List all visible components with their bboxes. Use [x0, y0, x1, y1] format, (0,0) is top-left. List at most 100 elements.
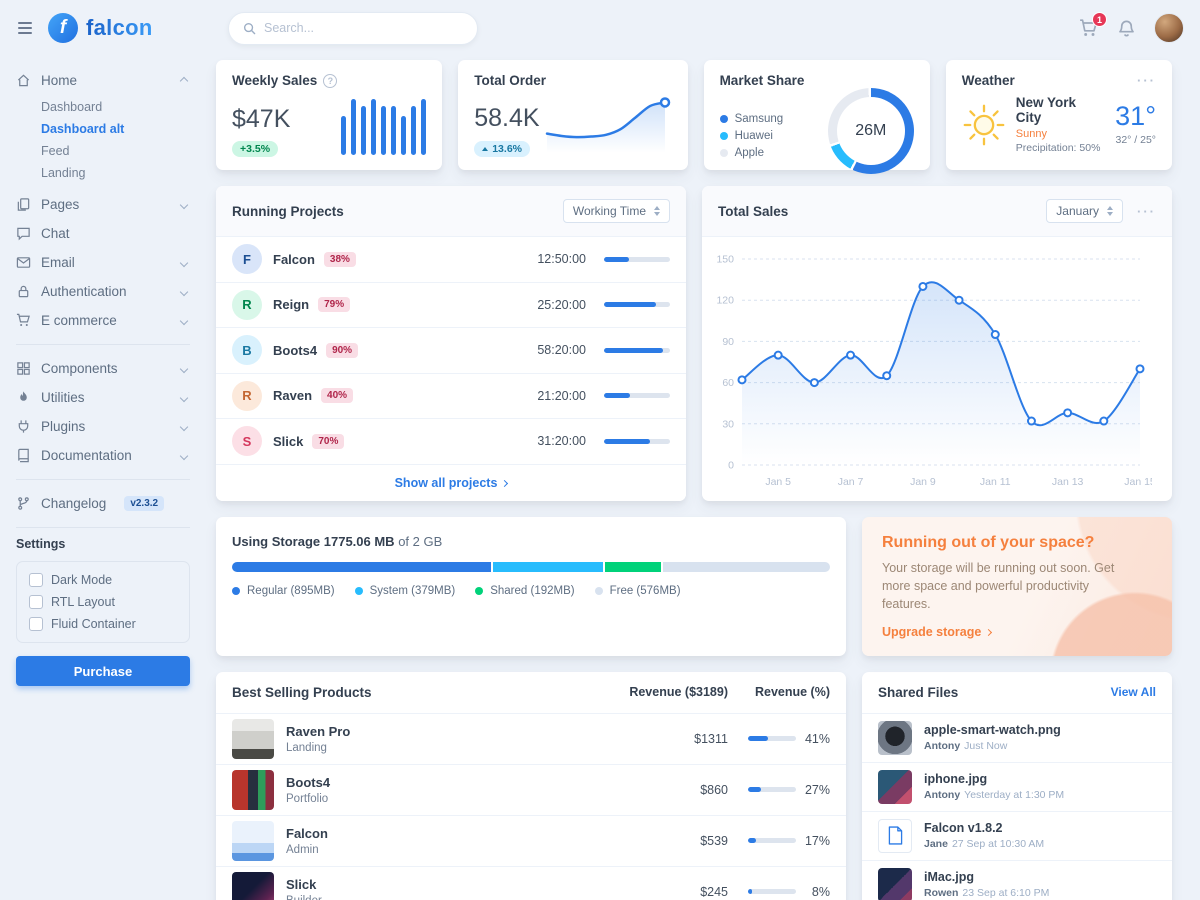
- sidebar-item-email[interactable]: Email: [16, 248, 190, 277]
- project-avatar: R: [232, 289, 262, 320]
- file-author: Antony: [924, 740, 961, 753]
- dark-mode-checkbox[interactable]: [29, 573, 43, 587]
- purchase-button[interactable]: Purchase: [16, 656, 190, 686]
- show-all-projects-link[interactable]: Show all projects: [216, 464, 686, 501]
- nav-label: Email: [41, 255, 75, 270]
- upgrade-storage-link[interactable]: Upgrade storage: [882, 625, 993, 639]
- nav-label: Documentation: [41, 448, 132, 463]
- app-logo[interactable]: f falcon: [48, 13, 153, 43]
- more-menu-button[interactable]: ···: [1137, 203, 1156, 219]
- storage-card: Using Storage 1775.06 MB of 2 GB Regular…: [216, 516, 846, 656]
- sidebar-item-home[interactable]: Home: [16, 66, 190, 95]
- sidebar-divider: [16, 479, 190, 480]
- project-name-link[interactable]: Falcon: [273, 251, 315, 267]
- weather-city: New York City: [1015, 95, 1077, 125]
- legend-dot: [719, 149, 728, 157]
- sidebar-item-ecommerce[interactable]: E commerce: [16, 306, 190, 335]
- legend-item: Apple: [719, 147, 784, 159]
- rtl-layout-checkbox[interactable]: [29, 595, 43, 609]
- file-item[interactable]: iphone.jpg Antony Yesterday at 1:30 PM: [862, 763, 1172, 812]
- market-share-card: Market Share Samsung Huawei Apple 26M: [703, 60, 930, 174]
- project-progress-badge: 70%: [312, 433, 345, 449]
- sidebar-item-changelog[interactable]: Changelog v2.3.2: [16, 489, 190, 518]
- file-item[interactable]: iMac.jpg Rowen 23 Sep at 6:10 PM: [862, 861, 1172, 900]
- card-title: Shared Files: [878, 684, 959, 700]
- nav-label: E commerce: [41, 313, 117, 328]
- help-icon[interactable]: ?: [323, 73, 338, 88]
- running-projects-card: Running Projects Working Time F Falcon 3…: [216, 186, 686, 501]
- sidebar-divider: [16, 527, 190, 528]
- svg-text:90: 90: [722, 336, 734, 348]
- option-label: RTL Layout: [51, 595, 115, 609]
- chat-icon: [16, 226, 31, 241]
- search-input[interactable]: [264, 21, 463, 35]
- dark-mode-option: Dark Mode: [29, 573, 177, 587]
- total-order-card: Total Order 58.4K 13.6%: [458, 60, 688, 170]
- select-arrows-icon: [654, 206, 660, 216]
- more-menu-button[interactable]: ···: [1137, 73, 1156, 88]
- product-name-link[interactable]: Slick: [286, 876, 317, 892]
- project-progress-badge: 79%: [318, 297, 351, 313]
- card-title: Weekly Sales: [232, 73, 318, 88]
- sidebar-item-documentation[interactable]: Documentation: [16, 441, 190, 470]
- sidebar-item-plugins[interactable]: Plugins: [16, 412, 190, 441]
- search-box[interactable]: [228, 11, 478, 45]
- lock-icon: [16, 284, 31, 299]
- total-sales-card: Total Sales January ···: [702, 186, 1172, 501]
- sidebar-item-pages[interactable]: Pages: [16, 190, 190, 219]
- svg-text:Jan 5: Jan 5: [765, 476, 791, 488]
- product-row: Falcon Admin $539 17%: [216, 816, 846, 867]
- sidebar-item-landing[interactable]: Landing: [41, 166, 86, 180]
- sidebar-item-dashboard[interactable]: Dashboard: [41, 100, 103, 114]
- sidebar-item-components[interactable]: Components: [16, 354, 190, 383]
- project-progress-bar: [604, 347, 670, 353]
- upgrade-space-card: Running out of your space? Your storage …: [862, 517, 1172, 656]
- file-icon: [878, 818, 912, 853]
- month-select[interactable]: January: [1046, 199, 1123, 223]
- sidebar-item-utilities[interactable]: Utilities: [16, 383, 190, 412]
- product-percent: 27%: [804, 782, 830, 797]
- navbar-left: f falcon: [16, 13, 212, 43]
- svg-text:150: 150: [716, 254, 734, 266]
- project-name-link[interactable]: Slick: [273, 433, 304, 449]
- user-avatar[interactable]: [1154, 13, 1184, 43]
- shared-files-card: Shared Files View All apple-smart-watch.…: [862, 671, 1172, 900]
- card-title: Total Sales: [718, 203, 789, 219]
- code-branch-icon: [16, 496, 31, 511]
- product-name-link[interactable]: Boots4: [286, 774, 331, 790]
- sidebar-item-authentication[interactable]: Authentication: [16, 277, 190, 306]
- sidebar-item-chat[interactable]: Chat: [16, 219, 190, 248]
- cart-button[interactable]: 1: [1079, 12, 1107, 37]
- sidebar-item-feed[interactable]: Feed: [41, 144, 70, 158]
- project-name-link[interactable]: Raven: [273, 388, 313, 404]
- project-progress-badge: 40%: [321, 388, 354, 404]
- notifications-button[interactable]: [1117, 19, 1136, 38]
- svg-text:0: 0: [728, 460, 734, 472]
- product-revenue: $245: [700, 884, 728, 899]
- view-all-link[interactable]: View All: [1110, 685, 1156, 700]
- product-thumbnail: [232, 769, 274, 810]
- working-time-select[interactable]: Working Time: [562, 199, 670, 223]
- fluid-container-checkbox[interactable]: [29, 617, 43, 631]
- file-item[interactable]: apple-smart-watch.png Antony Just Now: [862, 714, 1172, 763]
- project-progress-badge: 38%: [323, 251, 356, 267]
- sidebar-item-dashboard-alt[interactable]: Dashboard alt: [41, 122, 125, 136]
- rtl-layout-option: RTL Layout: [29, 595, 177, 609]
- nav-label: Utilities: [41, 390, 85, 405]
- file-item[interactable]: Falcon v1.8.2 Jane 27 Sep at 10:30 AM: [862, 812, 1172, 861]
- version-badge: v2.3.2: [124, 496, 165, 511]
- project-progress-bar: [604, 393, 670, 399]
- project-name-link[interactable]: Reign: [273, 297, 310, 313]
- menu-toggle-icon[interactable]: [16, 20, 34, 36]
- total-order-value: 58.4K: [474, 103, 540, 132]
- project-name-link[interactable]: Boots4: [273, 342, 318, 358]
- product-name-link[interactable]: Raven Pro: [286, 723, 351, 739]
- fluid-container-option: Fluid Container: [29, 617, 177, 631]
- product-name-link[interactable]: Falcon: [286, 825, 328, 841]
- project-avatar: B: [232, 335, 262, 366]
- chevron-down-icon: [179, 364, 189, 373]
- home-submenu: Dashboard Dashboard alt Feed Landing: [16, 95, 190, 190]
- svg-text:30: 30: [722, 418, 734, 430]
- svg-text:Jan 9: Jan 9: [910, 476, 936, 488]
